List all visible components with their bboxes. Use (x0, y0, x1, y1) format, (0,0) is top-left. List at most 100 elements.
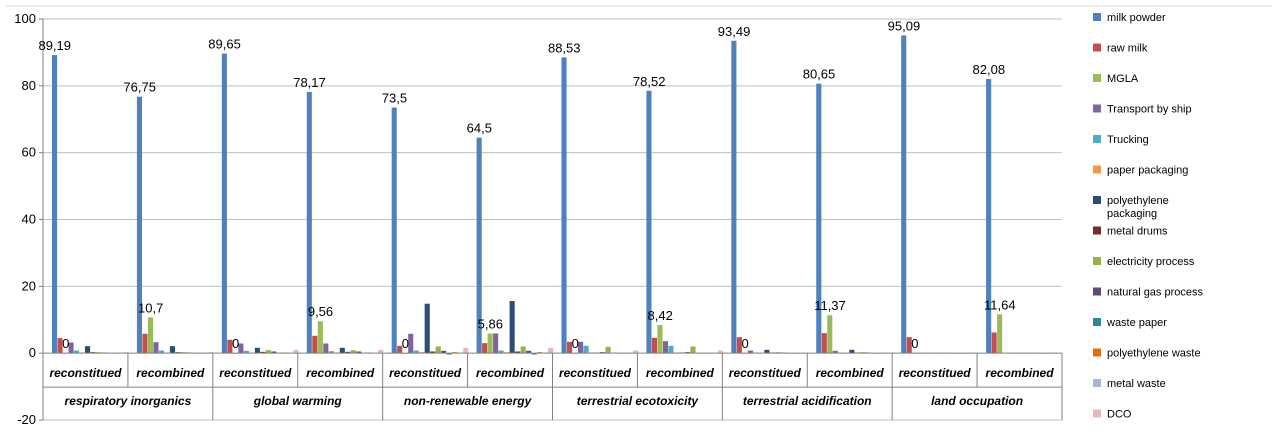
bar-raw-milk (397, 345, 403, 354)
legend-label: milk powder (1107, 12, 1166, 24)
bar-milk-powder (901, 35, 907, 354)
bar-trucking (583, 345, 589, 354)
bar-dco (293, 349, 299, 354)
bar-dco (463, 347, 469, 354)
bar-trucking (243, 350, 249, 354)
legend-label-line2: packaging (1107, 208, 1157, 220)
y-tick-label: 40 (22, 212, 36, 227)
bar-natural-gas-process (356, 351, 362, 354)
legend-label: natural gas process (1107, 287, 1203, 299)
x-subcategory-label: recombined (986, 366, 1055, 380)
bar-electricity-process (96, 352, 102, 354)
bar-mgla (997, 314, 1003, 354)
bar-paper-packaging (419, 352, 425, 354)
bar-transport-by-ship (662, 341, 669, 354)
data-label: 82,08 (973, 62, 1006, 77)
bar-electricity-process (350, 350, 356, 354)
bar-trucking (328, 351, 334, 354)
bar-raw-milk (821, 333, 827, 354)
legend-swatch (1093, 226, 1101, 235)
bar-transport-by-ship (408, 333, 414, 354)
legend-swatch (1093, 409, 1101, 418)
bar-raw-milk (57, 338, 63, 354)
x-subcategory-label: reconstitued (389, 366, 462, 380)
bar-trucking (158, 350, 165, 354)
bar-milk-powder (391, 107, 397, 354)
bar-raw-milk (227, 339, 233, 354)
x-group-label: global warming (253, 394, 343, 408)
bar-metal-drums (345, 351, 351, 354)
bar-electricity-process (265, 350, 271, 354)
bar-electricity-process (605, 346, 611, 354)
bar-polyethylene-waste (537, 352, 543, 354)
legend-swatch (1093, 165, 1101, 174)
bar-milk-powder (816, 83, 822, 354)
bar-raw-milk (567, 341, 573, 354)
data-label: 11,37 (814, 298, 846, 313)
bar-raw-milk (312, 335, 318, 354)
legend-swatch (1093, 135, 1101, 143)
legend-label: MGLA (1107, 73, 1139, 85)
bar-mgla (487, 333, 493, 354)
bar-electricity-process (520, 346, 526, 354)
legend-swatch (1093, 348, 1101, 357)
bar-transport-by-ship (323, 343, 329, 354)
legend-swatch (1093, 43, 1101, 52)
legend-label: electricity process (1107, 256, 1195, 268)
legend-label: polyethylene (1107, 195, 1169, 207)
legend-swatch (1093, 13, 1101, 21)
data-label: 8,42 (648, 308, 673, 323)
legend-swatch (1093, 379, 1101, 387)
legend-label: metal drums (1107, 226, 1168, 238)
bar-milk-powder (221, 53, 227, 354)
bar-polyethylene-waste (452, 352, 458, 354)
y-tick-label: 80 (22, 78, 36, 93)
data-label: 0 (232, 336, 239, 351)
legend-label: paper packaging (1107, 165, 1188, 177)
bar-polyethylene-packaging (85, 346, 91, 354)
bar-polyethylene-packaging (849, 349, 855, 354)
bar-dco (208, 352, 214, 354)
y-tick-label: -20 (17, 412, 36, 427)
x-group-label: terrestrial ecotoxicity (577, 394, 700, 408)
bar-dco (633, 350, 639, 354)
bar-metal-drums (430, 351, 436, 354)
bar-transport-by-ship (68, 342, 74, 354)
bar-electricity-process (690, 346, 696, 354)
data-label: 78,52 (633, 74, 666, 89)
y-tick-label: 60 (22, 145, 36, 160)
bar-trucking (74, 350, 80, 354)
legend-label: polyethylene waste (1107, 348, 1201, 360)
data-label: 10,7 (138, 300, 163, 315)
bar-transport-by-ship (747, 350, 753, 354)
bar-milk-powder (646, 90, 652, 354)
bar-raw-milk (142, 333, 148, 354)
data-label: 95,09 (888, 18, 921, 33)
bar-polyethylene-packaging (764, 349, 770, 354)
legend-label: waste paper (1106, 317, 1167, 329)
bar-raw-milk (482, 343, 488, 354)
bar-polyethylene-packaging (169, 346, 176, 354)
bar-mgla (317, 321, 323, 354)
data-label: 0 (62, 336, 69, 351)
bar-metal-drums (684, 352, 691, 354)
x-group-label: respiratory inorganics (65, 394, 192, 408)
data-label: 80,65 (803, 67, 836, 82)
bar-metal-drums (90, 352, 96, 354)
data-label: 0 (741, 336, 748, 351)
bar-natural-gas-process (526, 350, 532, 354)
legend-label: Transport by ship (1107, 104, 1192, 116)
x-subcategory-label: reconstitued (559, 366, 632, 380)
bar-trucking (413, 350, 419, 354)
y-tick-label: 100 (14, 11, 36, 26)
bar-electricity-process (860, 352, 866, 354)
x-subcategory-label: recombined (136, 366, 205, 380)
bar-natural-gas-process (271, 351, 277, 354)
data-label: 5,86 (478, 317, 503, 332)
bar-raw-milk (736, 337, 742, 354)
data-label: 11,64 (984, 297, 1016, 312)
bar-paper-packaging (504, 352, 510, 354)
data-label: 0 (911, 336, 918, 351)
